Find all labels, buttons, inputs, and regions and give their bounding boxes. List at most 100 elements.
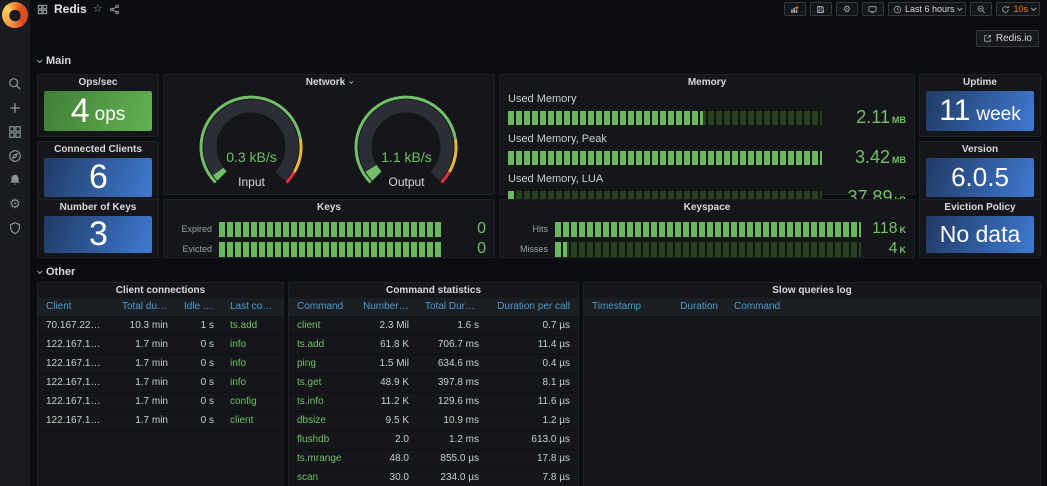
grafana-logo-icon[interactable] [2,2,28,28]
lcd-value: 0 [477,240,486,257]
table-cell: 48.0 [389,453,409,464]
lcd-bar [508,150,822,165]
table-cell: 1.2 µs [542,415,570,426]
search-icon[interactable] [8,76,23,91]
column-header[interactable]: Total duration [122,301,176,312]
explore-compass-icon[interactable] [8,148,23,163]
save-dashboard-button[interactable] [809,2,832,16]
table-cell: info [230,339,247,350]
alerting-bell-icon[interactable] [8,172,23,187]
ops-stat: 4 ops [44,91,152,131]
row-header-other[interactable]: Other [36,265,1041,278]
panel-version: Version 6.0.5 [919,141,1041,203]
table-cell: 0.4 µs [542,358,570,369]
column-header[interactable]: Command [297,301,344,312]
panel-title[interactable]: Eviction Policy [944,202,1016,213]
lcd-label: Used Memory [508,93,577,105]
panel-network: Network 0.3 kB/s Input 1.1 kB/s Output [163,74,495,195]
dashboard-settings-button[interactable]: ⚙ [835,2,858,16]
chevron-down-icon [1030,5,1037,12]
zoom-out-button[interactable] [970,2,993,16]
table-cell: 11.4 µs [537,339,570,350]
table-cell: 234.0 µs [440,472,479,483]
column-header[interactable]: Duration per call [497,301,570,312]
version-stat: 6.0.5 [926,158,1034,197]
table-cell: ts.mrange [297,453,342,464]
share-icon[interactable] [109,4,120,15]
table-cell: 1.6 s [457,320,479,331]
panel-title[interactable]: Ops/sec [78,77,118,88]
table-row: 122.167.150.17... 1.7 min 0 s info [38,336,283,355]
table-cell: 9.5 K [385,415,409,426]
cycle-view-tv-button[interactable] [861,2,884,16]
panel-slow-queries-log: Slow queries log Timestamp Duration Comman… [583,282,1041,486]
table-row: ts.add 61.8 K 706.7 ms 11.4 µs [289,336,578,355]
table-row: scan 30.0 234.0 µs 7.8 µs [289,469,578,486]
table-cell: 1.7 min [135,339,168,350]
refresh-button[interactable]: 10s [996,2,1040,16]
panel-title[interactable]: Number of Keys [59,202,137,213]
chevron-down-icon [36,56,43,63]
panel-keys: Keys Expired 0 Evicted 0 [163,199,495,258]
lcd-bar [555,221,861,237]
row-header-other-label: Other [46,265,76,278]
configuration-gear-icon[interactable]: ⚙ [9,196,21,211]
lcd-label: Used Memory, LUA [508,173,604,185]
table-cell: 2.3 Mil [379,320,409,331]
table-cell: flushdb [297,434,330,445]
refresh-interval-label: 10s [1013,4,1028,14]
panel-title[interactable]: Keys [317,202,341,213]
panel-title[interactable]: Version [961,144,999,155]
dashboards-grid-icon[interactable] [8,124,23,139]
lcd-label: Hits [532,224,549,234]
admin-shield-icon[interactable] [8,220,23,235]
column-header[interactable]: Last command [230,301,283,312]
column-header[interactable]: Total Duration▼ [425,301,487,312]
table-cell: 397.8 ms [437,377,479,388]
panel-command-statistics: Command statistics Command Number of call… [288,282,579,486]
table-cell: 0 s [200,358,214,369]
time-range-picker[interactable]: Last 6 hours [887,2,967,16]
column-header[interactable]: Command [734,301,781,312]
row-header-main[interactable]: Main [36,54,1041,67]
lcd-unit: MB [892,155,906,165]
column-header[interactable]: Client [46,301,72,312]
column-header[interactable]: Timestamp [592,301,642,312]
table-cell: 122.167.150.17... [46,358,114,369]
gauge-label: Output [388,175,425,189]
panel-keyspace: Keyspace Hits 118 K Misses 4 K [499,199,915,258]
add-panel-button[interactable] [783,2,806,16]
panel-title[interactable]: Slow queries log [772,285,852,296]
redisio-link-button[interactable]: Redis.io [975,30,1039,47]
table-row: client 2.3 Mil 1.6 s 0.7 µs [289,317,578,336]
gauge-value: 1.1 kB/s [381,149,432,165]
table-cell: 122.167.150.17... [46,415,114,426]
table-row: 122.167.150.17... 1.7 min 0 s config [38,393,283,412]
lcd-value: 0 [477,220,486,237]
panel-client-connections: Client connections Client Total duration I… [37,282,284,486]
table-cell: 0 s [200,415,214,426]
star-favorite-icon[interactable]: ☆ [92,2,103,15]
table-row: ts.info 11.2 K 129.6 ms 11.6 µs [289,393,578,412]
panel-title[interactable]: Memory [687,77,727,88]
table-cell: 0 s [200,339,214,350]
panel-title[interactable]: Keyspace [683,202,731,213]
panel-title[interactable]: Connected Clients [54,144,142,155]
chevron-down-icon [957,5,964,12]
number-of-keys-value: 3 [89,215,108,253]
column-header[interactable]: Number of calls [363,301,417,312]
column-header[interactable]: Idle time▼ [184,301,222,312]
column-header[interactable]: Duration [680,301,718,312]
gauge-network-input: 0.3 kB/s Input [174,90,329,192]
table-cell: ts.info [297,396,324,407]
panel-title[interactable]: Client connections [115,285,206,296]
table-cell: ts.get [297,377,322,388]
panel-title[interactable]: Command statistics [385,285,482,296]
time-range-label: Last 6 hours [904,4,955,14]
redisio-link-label: Redis.io [995,33,1032,44]
panel-title[interactable]: Uptime [963,77,997,88]
table-cell: 70.167.220.160:... [46,320,114,331]
connected-clients-value: 6 [89,158,108,196]
create-plus-icon[interactable] [8,100,23,115]
